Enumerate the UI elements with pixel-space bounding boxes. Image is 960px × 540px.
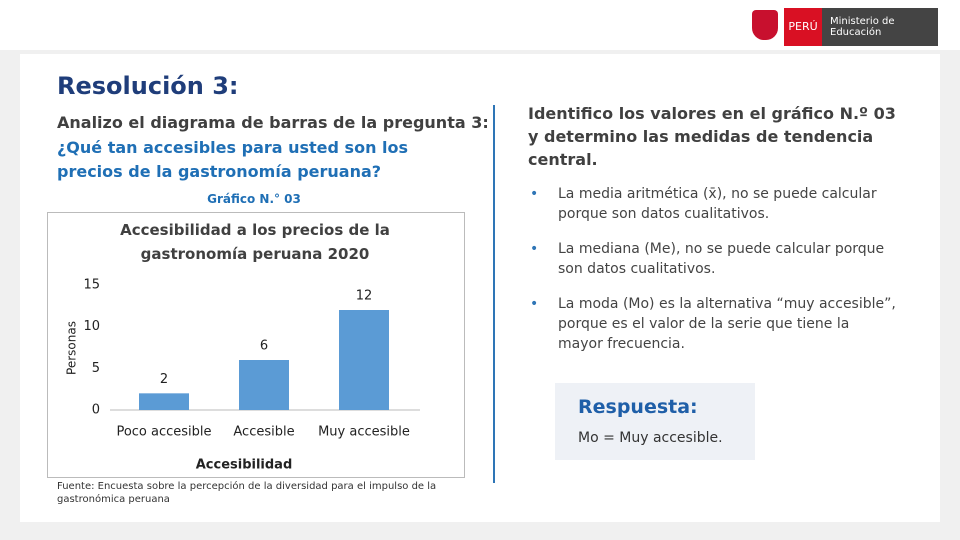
x-axis-label: Accesibilidad [196,458,293,473]
intro: Analizo el diagrama de barras de la preg… [57,113,489,132]
bullet-dot: • [530,296,539,312]
bullet-dot: • [530,186,539,202]
question: ¿Qué tan accesibles para usted son los p… [57,138,409,181]
chart-frame [47,212,465,478]
ministry-box: Ministerio de Educación [822,8,938,46]
bullet-text: La media aritmética (x̄), no se puede ca… [558,186,877,222]
x-tick-label: Accesible [233,425,294,440]
bullet-dot: • [530,241,539,257]
bullet: • La mediana (Me), no se puede calcular p… [528,239,898,279]
answer-title: Respuesta: [578,396,698,418]
country-box: PERÚ [784,8,822,46]
y-tick-label: 5 [92,361,100,376]
chart-title: Accesibilidad a los precios de la gastro… [120,221,390,263]
right-heading: Identifico los valores en el gráfico N.º… [528,104,896,169]
y-tick-label: 15 [83,278,100,293]
bullet: • La media aritmética (x̄), no se puede c… [528,184,898,224]
bullet-text: La mediana (Me), no se puede calcular po… [558,241,885,277]
content-panel [20,54,940,522]
answer-box [555,383,755,460]
bullet-text: La moda (Mo) es la alternativa “muy acce… [558,296,896,352]
shield [752,10,778,40]
y-tick-label: 10 [83,319,100,334]
bar [339,310,389,410]
bar [139,393,189,410]
answer-text: Mo = Muy accesible. [578,430,723,446]
divider [493,105,495,483]
y-tick-label: 0 [92,403,100,418]
slide-title: Resolución 3: [57,72,239,100]
x-tick-label: Muy accesible [318,425,410,440]
x-tick-label: Poco accesible [116,425,211,440]
bullet: • La moda (Mo) es la alternativa “muy acc… [528,294,898,354]
bar [239,360,289,410]
value-label: 2 [160,372,168,387]
source: Fuente: Encuesta sobre la percepción de … [57,481,437,505]
value-label: 12 [356,289,373,304]
figure-label: Gráfico N.° 03 [207,192,301,206]
y-axis-label: Personas [65,321,79,375]
value-label: 6 [260,339,268,354]
